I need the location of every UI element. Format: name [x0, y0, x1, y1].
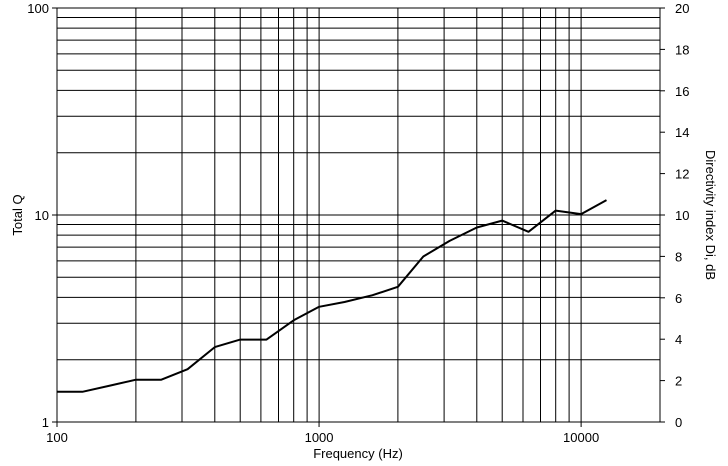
- y-tick-label: 10: [35, 208, 49, 223]
- y2-tick-label: 4: [675, 332, 682, 347]
- y2-tick-label: 20: [675, 1, 689, 16]
- y-tick-label: 1: [42, 415, 49, 430]
- y2-tick-label: 16: [675, 84, 689, 99]
- x-tick-label: 100: [46, 430, 68, 445]
- y2-axis-label: Directivity index Di, dB: [703, 150, 718, 280]
- x-tick-label: 1000: [305, 430, 334, 445]
- series-line: [57, 199, 607, 393]
- y2-tick-label: 2: [675, 374, 682, 389]
- y2-tick-label: 8: [675, 249, 682, 264]
- y-tick-label: 100: [27, 1, 49, 16]
- axes: [52, 7, 665, 427]
- y2-tick-label: 12: [675, 167, 689, 182]
- series-layer: [57, 199, 607, 393]
- y-axis-label: Total Q: [10, 194, 25, 235]
- y2-tick-label: 10: [675, 208, 689, 223]
- y2-tick-label: 14: [675, 125, 689, 140]
- grid: [57, 8, 660, 422]
- x-tick-label: 10000: [563, 430, 599, 445]
- x-axis-label: Frequency (Hz): [313, 446, 403, 461]
- y2-tick-label: 6: [675, 291, 682, 306]
- y2-tick-label: 0: [675, 415, 682, 430]
- y2-tick-label: 18: [675, 42, 689, 57]
